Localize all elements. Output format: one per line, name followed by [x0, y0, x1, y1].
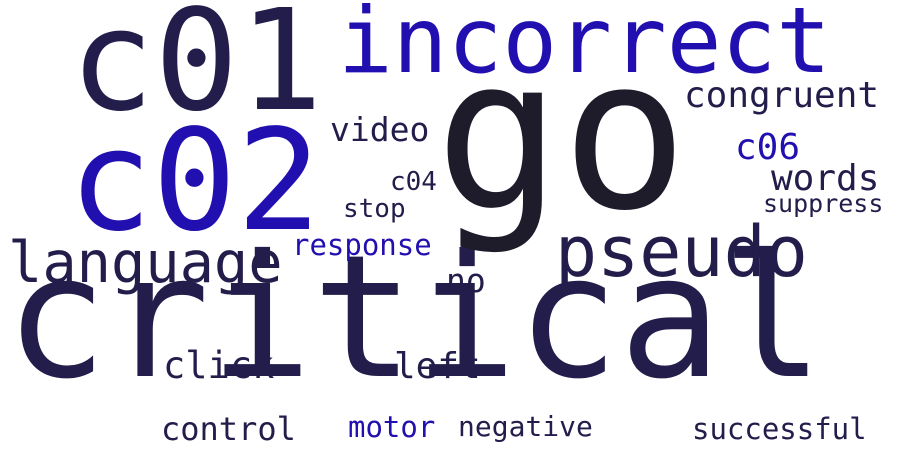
word-negative: negative — [458, 410, 593, 443]
word-video: video — [330, 110, 430, 149]
word-c04: c04 — [390, 167, 437, 197]
word-no: no — [446, 261, 486, 300]
word-pseudo: pseudo — [555, 211, 808, 293]
word-stop: stop — [343, 194, 406, 224]
word-left: left — [394, 346, 481, 387]
word-critical: critical — [5, 219, 824, 417]
word-c02: c02 — [68, 100, 321, 263]
word-words: words — [771, 158, 880, 199]
word-suppress: suppress — [763, 189, 884, 218]
word-congruent: congruent — [684, 75, 880, 116]
word-language: language — [8, 230, 283, 296]
word-incorrect: incorrect — [338, 0, 832, 94]
word-motor: motor — [348, 410, 436, 444]
word-response: response — [292, 228, 432, 262]
word-c06: c06 — [735, 127, 801, 168]
word-click: click — [163, 344, 275, 387]
word-control: control — [161, 410, 296, 448]
word-go: go — [435, 12, 688, 257]
word-c01: c01 — [70, 0, 323, 143]
word-successful: successful — [692, 412, 867, 446]
